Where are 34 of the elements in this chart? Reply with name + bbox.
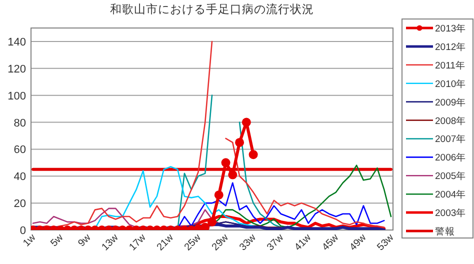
x-tick-label: 21w [155,232,176,254]
legend-label: 2012年 [435,40,466,53]
legend-label: 2008年 [435,114,466,127]
y-tick-label: 80 [14,117,26,130]
legend-label: 2013年 [435,22,466,34]
y-tick-label: 60 [14,144,26,156]
y-tick-label: 20 [14,198,26,210]
y-tick-label: 40 [14,171,26,184]
y-tick-label: 100 [8,90,26,102]
x-tick-label: 49w [348,232,370,254]
x-tick-label: 17w [128,232,149,254]
legend-label: 2003年 [435,207,466,220]
x-tick-label: 25w [182,232,204,254]
legend-label: 2006年 [435,152,466,164]
legend-label: 2009年 [435,96,466,108]
y-tick-label: 0 [20,225,26,237]
x-tick-label: 9w [76,232,94,250]
legend-label: 2005年 [435,170,466,182]
x-tick-label: 53w [375,232,397,254]
x-tick-label: 41w [292,232,314,254]
y-tick-label: 140 [8,36,26,48]
x-tick-label: 37w [265,232,287,254]
y-tick-label: 120 [8,63,26,76]
x-tick-label: 5w [48,232,66,250]
x-tick-label: 45w [320,232,342,254]
x-tick-label: 13w [100,232,122,254]
x-tick-label: 29w [210,232,232,254]
legend-label: 警報 [435,226,455,238]
legend-label: 2010年 [435,78,466,90]
legend-label: 2004年 [435,188,466,201]
legend-label: 2007年 [435,133,466,146]
title: 和歌山市における手足口病の流行状況 [110,4,314,16]
x-tick-label: 33w [238,232,259,254]
legend-label: 2011年 [435,59,466,72]
